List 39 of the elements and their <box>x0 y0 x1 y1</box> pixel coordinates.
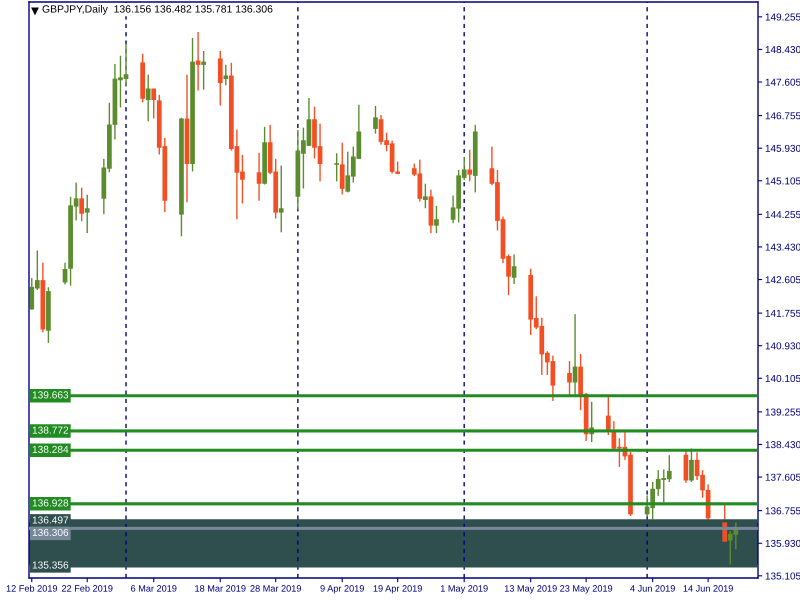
candlestick <box>256 152 262 202</box>
candlestick <box>373 105 378 134</box>
ref-line-label: 136.497 <box>32 516 68 524</box>
ref-line-label: 136.306 <box>32 528 68 536</box>
candlestick <box>334 152 340 182</box>
candlestick <box>79 186 84 222</box>
candlestick <box>423 183 428 209</box>
x-tick-label: 4 Jun 2019 <box>630 585 675 592</box>
candlestick <box>151 88 156 120</box>
candlestick <box>223 64 228 86</box>
ref-line-label: 138.284 <box>32 446 68 453</box>
x-tick-label: 6 Mar 2019 <box>131 585 176 592</box>
candlestick <box>196 31 200 92</box>
x-tick-label: 22 Feb 2019 <box>62 584 113 592</box>
candlestick <box>340 142 345 196</box>
candlestick <box>434 205 439 234</box>
x-tick-label: 9 Apr 2019 <box>320 585 364 594</box>
candlestick <box>567 360 572 396</box>
ref-line-label: 139.663 <box>32 391 68 398</box>
ref-line-label: 135.356 <box>32 561 68 569</box>
candlestick <box>467 149 472 182</box>
candlestick <box>512 254 516 285</box>
candlestick <box>218 50 223 106</box>
chart-title: GBPJPY,Daily 136.156 136.482 135.781 136.306 <box>42 5 272 15</box>
candlestick <box>62 262 68 286</box>
x-tick-label: 12 Feb 2019 <box>6 584 58 592</box>
candlestick <box>201 50 206 90</box>
candlestick <box>146 74 151 122</box>
candlestick <box>278 164 284 234</box>
x-tick-label: 23 May 2019 <box>560 585 612 594</box>
x-tick-label: 28 Mar 2019 <box>250 585 301 592</box>
x-tick-label: 14 Jun 2019 <box>684 585 733 592</box>
ref-line-label: 136.928 <box>32 499 68 507</box>
x-tick-label: 13 May 2019 <box>504 585 557 594</box>
x-tick-label: 19 Apr 2019 <box>374 585 422 594</box>
ref-line-label: 138.772 <box>32 426 68 434</box>
candlestick <box>84 194 90 234</box>
x-tick-label: 1 May 2019 <box>440 585 488 594</box>
x-tick-label: 18 Mar 2019 <box>195 585 246 592</box>
